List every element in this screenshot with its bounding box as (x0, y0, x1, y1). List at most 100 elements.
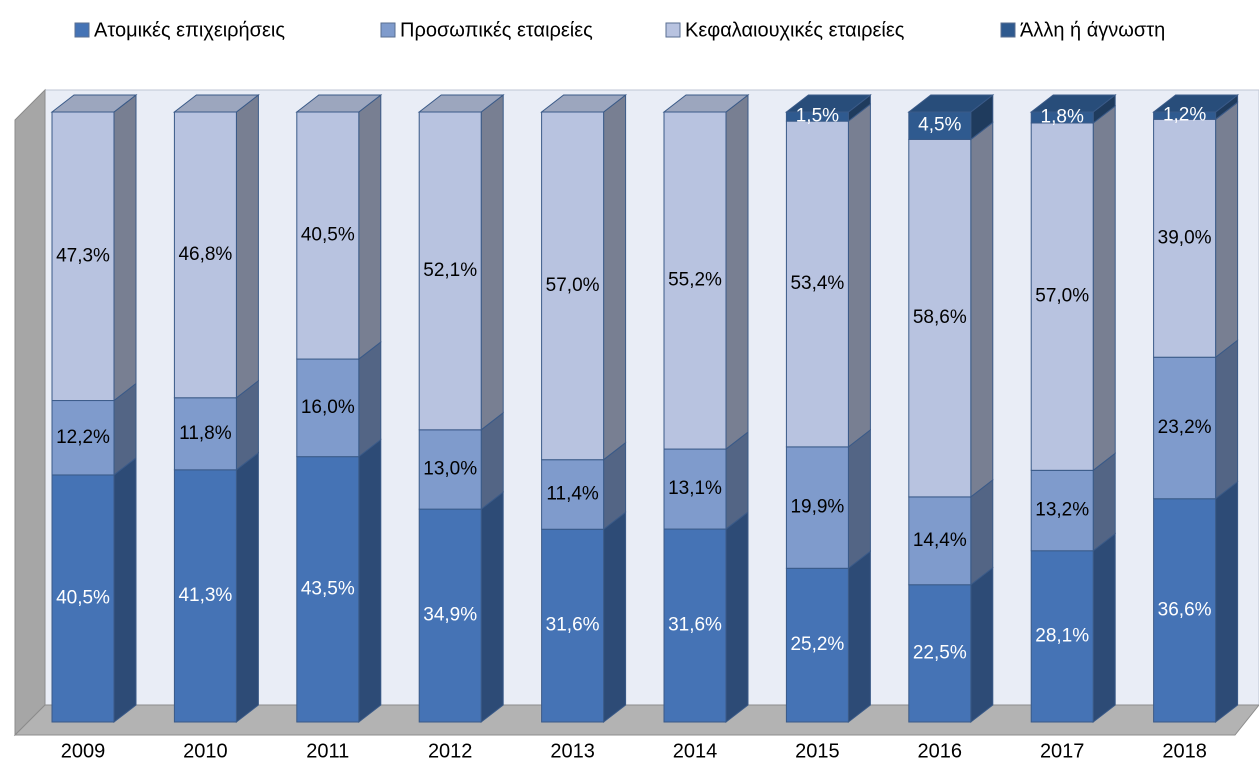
bar-segment (785, 446, 849, 569)
legend-label: Προσωπικές εταιρείες (400, 19, 593, 41)
bar-segment (785, 111, 849, 122)
legend-label: Άλλη ή άγνωστη (1020, 19, 1165, 41)
bar-segment (173, 397, 237, 471)
bar-segment (663, 111, 727, 450)
x-tick-label: 2011 (306, 740, 349, 762)
data-label: 47,3% (56, 245, 110, 266)
bar-side (847, 103, 871, 448)
data-label: 28,1% (1035, 625, 1089, 646)
data-label: 46,8% (178, 244, 232, 265)
data-label: 22,5% (913, 642, 967, 663)
bar-side (725, 511, 749, 724)
data-label: 1,2% (1163, 105, 1206, 126)
data-label: 1,5% (796, 106, 839, 127)
bar-side (847, 550, 871, 724)
data-label: 11,4% (546, 483, 599, 504)
data-label: 43,5% (301, 578, 355, 599)
legend-swatch (380, 22, 396, 38)
x-tick-label: 2013 (550, 740, 595, 762)
bar-segment (1153, 498, 1217, 723)
data-label: 13,0% (423, 458, 477, 479)
bar-side (358, 93, 382, 361)
bar-side (603, 511, 627, 724)
data-label: 12,2% (56, 427, 110, 448)
bar-side (725, 93, 749, 451)
data-label: 57,0% (1035, 286, 1089, 307)
bar-segment (1030, 550, 1094, 723)
bar-segment (418, 429, 482, 510)
bar-side (480, 491, 504, 724)
data-label: 40,5% (56, 587, 110, 608)
bar-segment (908, 138, 972, 498)
bar-side (847, 428, 871, 570)
data-label: 13,1% (668, 478, 722, 499)
data-label: 34,9% (423, 605, 477, 626)
data-label: 41,3% (178, 585, 232, 606)
bar-segment (908, 111, 972, 140)
bar-side (235, 451, 259, 724)
data-label: 53,4% (790, 273, 844, 294)
data-label: 14,4% (913, 530, 967, 551)
bar-side (970, 121, 994, 498)
bar-segment (908, 496, 972, 586)
side-wall (14, 88, 46, 737)
bar-segment (1153, 356, 1217, 500)
data-label: 55,2% (668, 270, 722, 291)
bar-segment (541, 459, 605, 530)
bar-side (1092, 104, 1116, 472)
data-label: 4,5% (918, 115, 961, 136)
legend-label: Ατομικές επιχειρήσεις (94, 19, 285, 41)
x-tick-label: 2018 (1162, 740, 1207, 762)
bar-side (1215, 339, 1239, 500)
bar-side (480, 93, 504, 431)
legend-label: Κεφαλαιουχικές εταιρείες (685, 19, 905, 41)
legend-swatch (665, 22, 681, 38)
bar-side (235, 93, 259, 399)
x-tick-label: 2016 (918, 740, 963, 762)
bar-side (358, 438, 382, 724)
bar-segment (296, 111, 360, 360)
bar-side (970, 478, 994, 586)
x-tick-label: 2015 (795, 740, 840, 762)
legend-swatch (74, 22, 90, 38)
bar-segment (173, 111, 237, 399)
bar-side (970, 566, 994, 724)
bar-segment (1153, 111, 1217, 120)
data-label: 36,6% (1158, 599, 1212, 620)
data-label: 31,6% (546, 615, 600, 636)
bar-side (358, 341, 382, 458)
data-label: 57,0% (546, 275, 600, 296)
bar-segment (296, 456, 360, 723)
bar-segment (1153, 118, 1217, 358)
data-label: 40,5% (301, 225, 355, 246)
data-label: 1,8% (1041, 107, 1084, 128)
bar-segment (663, 528, 727, 723)
data-label: 52,1% (423, 260, 477, 281)
data-label: 25,2% (790, 634, 844, 655)
data-label: 31,6% (668, 615, 722, 636)
legend-swatch (1000, 22, 1016, 38)
bar-segment (908, 584, 972, 723)
data-label: 23,2% (1158, 417, 1212, 438)
bar-segment (173, 469, 237, 723)
data-label: 16,0% (301, 397, 355, 418)
x-tick-label: 2009 (61, 740, 106, 762)
bar-segment (1030, 111, 1094, 124)
x-tick-label: 2014 (673, 740, 718, 762)
x-tick-label: 2017 (1040, 740, 1085, 762)
bar-side (1215, 480, 1239, 724)
data-label: 11,8% (179, 423, 232, 444)
bar-segment (785, 567, 849, 723)
data-label: 13,2% (1035, 500, 1089, 521)
data-label: 19,9% (790, 497, 844, 518)
bar-side (1092, 532, 1116, 724)
bar-segment (51, 400, 115, 476)
bar-segment (541, 111, 605, 461)
bar-segment (785, 120, 849, 448)
x-tick-label: 2010 (183, 740, 228, 762)
bar-segment (51, 474, 115, 723)
bar-side (1215, 101, 1239, 359)
bar-segment (541, 528, 605, 723)
bar-segment (51, 111, 115, 402)
